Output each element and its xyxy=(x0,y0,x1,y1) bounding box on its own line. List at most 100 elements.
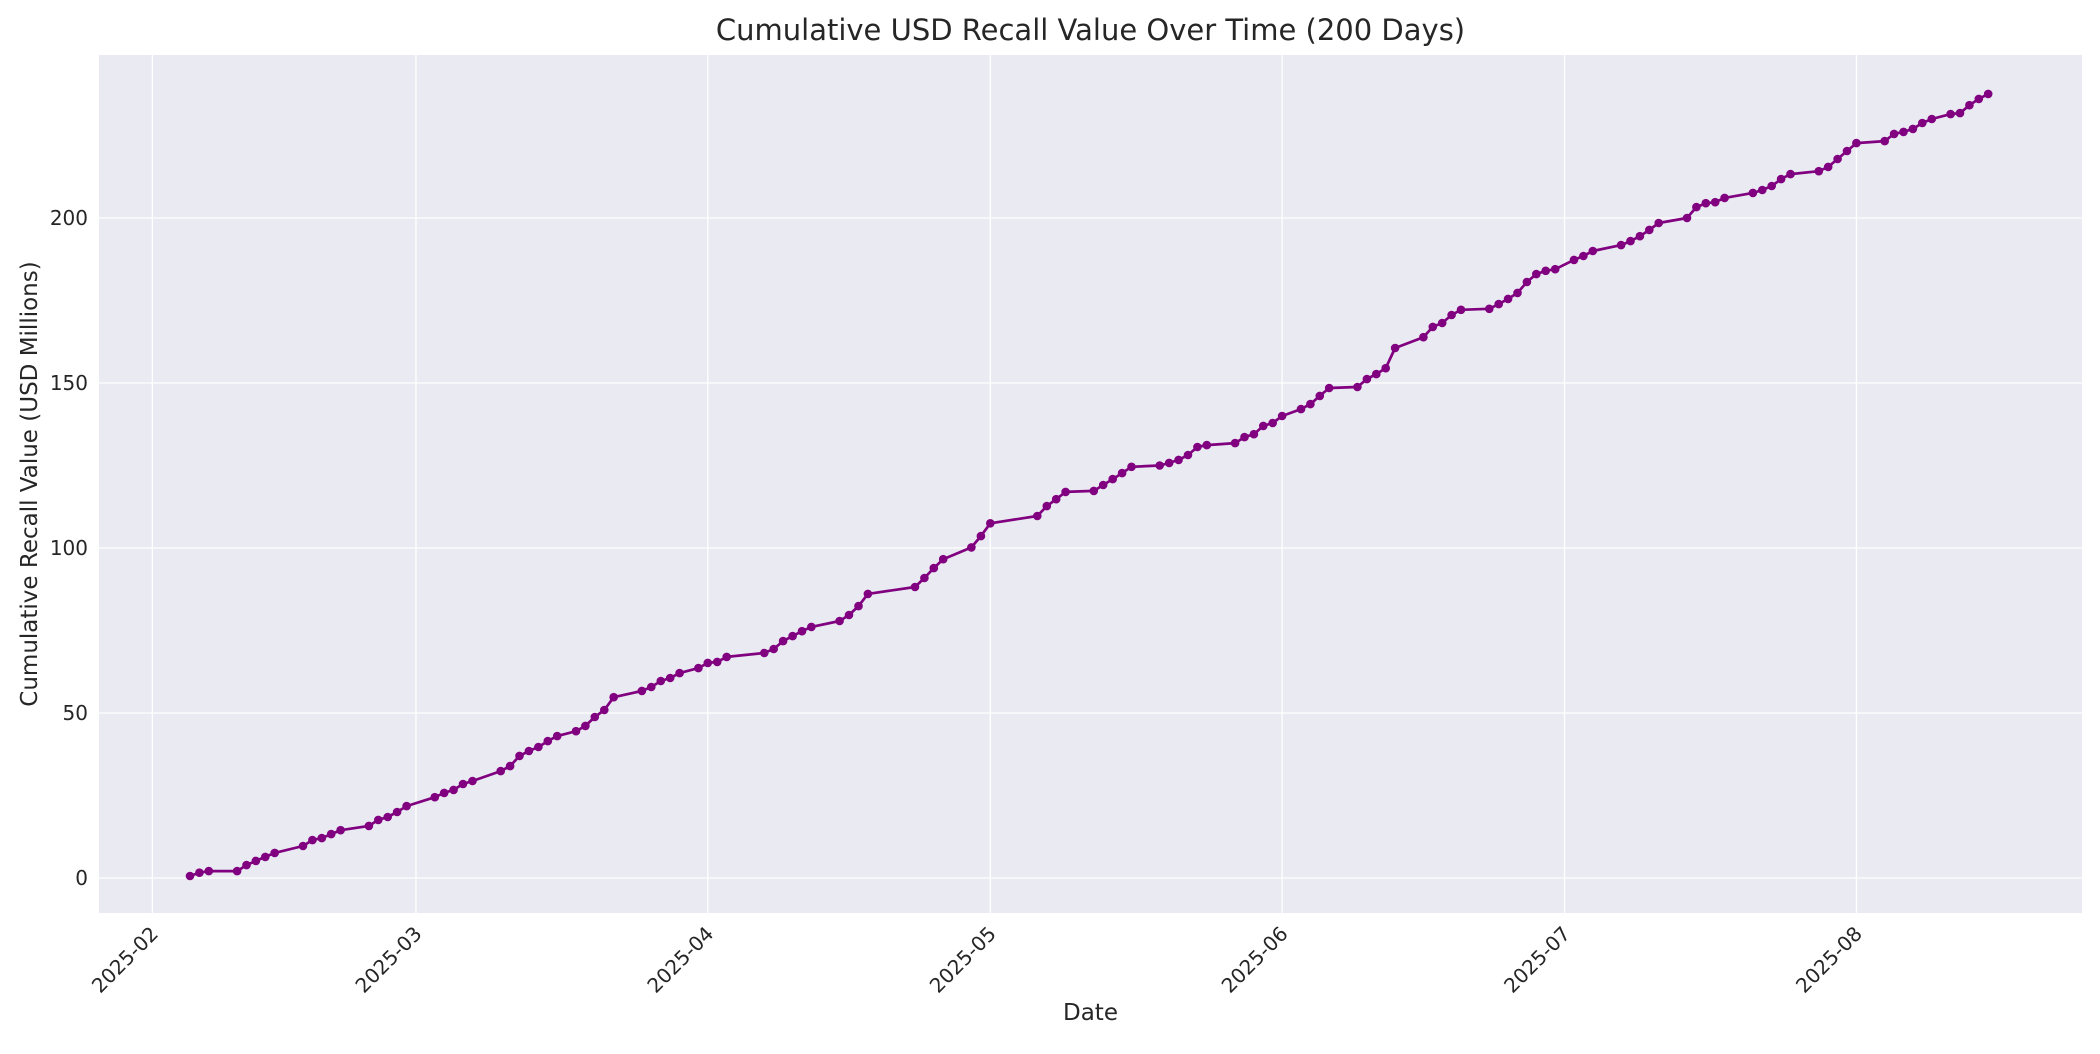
data-point xyxy=(1513,288,1522,298)
data-point xyxy=(590,712,600,722)
data-point xyxy=(797,626,807,636)
data-point xyxy=(1494,299,1503,309)
data-point xyxy=(1710,197,1720,207)
x-tick-label: 2025-03 xyxy=(350,922,426,998)
data-point xyxy=(242,860,251,870)
data-point xyxy=(430,792,440,802)
data-point xyxy=(863,589,873,599)
data-point xyxy=(1682,213,1692,223)
data-point xyxy=(1324,383,1334,393)
data-point xyxy=(675,668,684,678)
data-point xyxy=(1108,474,1117,484)
data-point xyxy=(524,746,534,756)
data-point xyxy=(185,871,195,881)
data-point xyxy=(317,833,327,843)
data-point xyxy=(449,785,458,795)
data-point xyxy=(383,812,393,822)
data-point xyxy=(534,742,543,752)
data-point xyxy=(910,582,920,592)
data-point xyxy=(1635,231,1645,241)
data-point xyxy=(1390,343,1400,353)
data-point xyxy=(1588,246,1598,256)
data-point xyxy=(703,658,713,668)
data-point xyxy=(788,631,797,641)
data-point xyxy=(298,841,308,851)
data-point xyxy=(1277,411,1287,421)
data-point xyxy=(1419,332,1428,342)
data-point xyxy=(1230,438,1240,448)
data-point xyxy=(1654,218,1663,228)
data-point xyxy=(552,731,562,741)
data-point xyxy=(1183,450,1193,460)
data-point xyxy=(336,825,345,835)
data-point xyxy=(1974,94,1984,104)
data-point xyxy=(364,821,374,831)
x-tick-label: 2025-04 xyxy=(642,922,718,998)
data-point xyxy=(1061,487,1070,497)
data-point xyxy=(1541,266,1550,276)
data-point xyxy=(1918,118,1927,128)
data-point xyxy=(1117,468,1127,478)
data-point xyxy=(1569,255,1579,265)
data-point xyxy=(270,848,280,858)
data-point xyxy=(1503,294,1513,304)
data-point xyxy=(647,682,656,692)
data-point xyxy=(1645,225,1654,235)
data-point xyxy=(938,554,948,564)
data-point xyxy=(1550,264,1560,274)
data-point xyxy=(1786,169,1795,179)
data-point xyxy=(1353,382,1362,392)
data-point xyxy=(778,636,788,646)
data-point xyxy=(581,721,590,731)
data-point xyxy=(1306,399,1315,409)
data-point xyxy=(1202,440,1212,450)
data-point xyxy=(1193,442,1202,452)
y-tick-label: 0 xyxy=(75,866,88,890)
data-point xyxy=(1164,458,1174,468)
x-tick-label: 2025-06 xyxy=(1217,922,1293,998)
y-axis-title: Cumulative Recall Value (USD Millions) xyxy=(17,261,43,707)
plot-area xyxy=(99,55,2082,913)
data-point xyxy=(392,807,402,817)
data-point xyxy=(1051,494,1061,504)
data-point xyxy=(1428,322,1438,332)
data-point xyxy=(1899,127,1908,137)
data-point xyxy=(1249,429,1259,439)
data-point xyxy=(1127,462,1136,472)
data-point xyxy=(1946,109,1955,119)
data-point xyxy=(1268,418,1277,428)
data-point xyxy=(1692,202,1701,212)
data-point xyxy=(1089,486,1099,496)
data-point xyxy=(1908,124,1918,134)
data-point xyxy=(600,705,609,715)
data-point xyxy=(571,726,581,736)
data-point xyxy=(1579,251,1588,261)
data-point xyxy=(835,616,844,626)
data-point xyxy=(261,852,270,862)
x-tick-label: 2025-05 xyxy=(925,922,1001,998)
data-point xyxy=(854,601,863,611)
data-point xyxy=(505,761,515,771)
data-point xyxy=(232,866,242,876)
data-point xyxy=(712,657,722,667)
data-point xyxy=(609,692,618,702)
data-point xyxy=(1033,511,1042,521)
data-point xyxy=(807,622,816,632)
data-point xyxy=(515,751,524,761)
data-point xyxy=(1616,240,1626,250)
data-point xyxy=(308,835,317,845)
data-point xyxy=(1456,305,1466,315)
data-point xyxy=(1485,304,1494,314)
data-point xyxy=(1522,277,1532,287)
data-point xyxy=(458,779,468,789)
data-point xyxy=(1372,369,1381,379)
data-point xyxy=(722,652,731,662)
data-point xyxy=(1381,363,1390,373)
data-point xyxy=(1776,174,1786,184)
data-point xyxy=(1296,404,1306,414)
data-point xyxy=(1889,129,1899,139)
data-point xyxy=(694,663,703,673)
data-point xyxy=(1098,480,1108,490)
